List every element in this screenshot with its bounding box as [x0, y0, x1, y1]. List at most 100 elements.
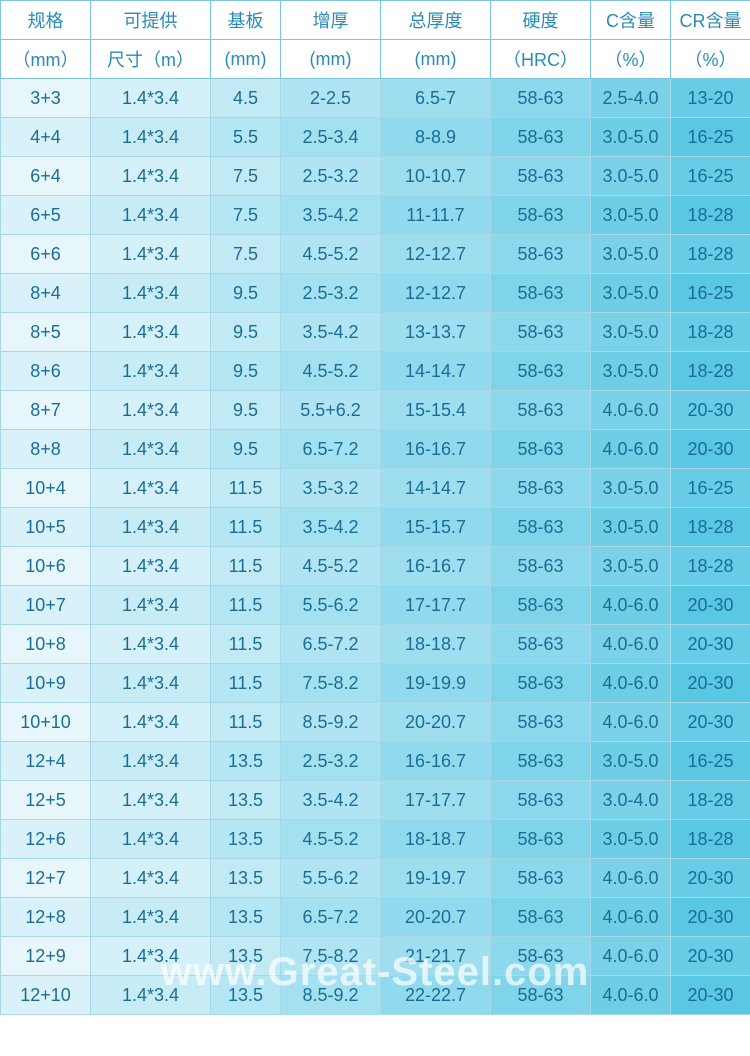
table-row: 12+61.4*3.413.54.5-5.218-18.758-633.0-5.… [1, 820, 750, 859]
table-cell: 58-63 [491, 781, 591, 820]
table-cell: 58-63 [491, 625, 591, 664]
table-row: 4+41.4*3.45.52.5-3.48-8.958-633.0-5.016-… [1, 118, 750, 157]
table-cell: 58-63 [491, 820, 591, 859]
table-cell: 4.0-6.0 [591, 859, 671, 898]
table-cell: 14-14.7 [381, 352, 491, 391]
table-cell: 58-63 [491, 976, 591, 1015]
table-row: 8+41.4*3.49.52.5-3.212-12.758-633.0-5.01… [1, 274, 750, 313]
table-cell: 1.4*3.4 [91, 391, 211, 430]
table-cell: 2.5-3.2 [281, 274, 381, 313]
table-cell: 4.5 [211, 79, 281, 118]
table-cell: 10+6 [1, 547, 91, 586]
table-cell: 3.0-5.0 [591, 157, 671, 196]
table-cell: 1.4*3.4 [91, 430, 211, 469]
table-row: 10+41.4*3.411.53.5-3.214-14.758-633.0-5.… [1, 469, 750, 508]
table-cell: 3.0-5.0 [591, 352, 671, 391]
header-unit-cell: (mm) [211, 40, 281, 79]
table-cell: 6+6 [1, 235, 91, 274]
table-cell: 7.5 [211, 157, 281, 196]
table-cell: 6+4 [1, 157, 91, 196]
table-cell: 5.5-6.2 [281, 859, 381, 898]
table-cell: 12-12.7 [381, 274, 491, 313]
table-cell: 1.4*3.4 [91, 586, 211, 625]
table-row: 8+81.4*3.49.56.5-7.216-16.758-634.0-6.02… [1, 430, 750, 469]
table-row: 10+81.4*3.411.56.5-7.218-18.758-634.0-6.… [1, 625, 750, 664]
table-cell: 12+10 [1, 976, 91, 1015]
table-cell: 20-30 [671, 703, 750, 742]
table-cell: 9.5 [211, 352, 281, 391]
table-cell: 18-28 [671, 196, 750, 235]
table-cell: 11.5 [211, 547, 281, 586]
table-cell: 6+5 [1, 196, 91, 235]
table-cell: 4.0-6.0 [591, 430, 671, 469]
table-cell: 3.0-5.0 [591, 742, 671, 781]
table-cell: 2-2.5 [281, 79, 381, 118]
table-cell: 12+8 [1, 898, 91, 937]
table-cell: 3.0-5.0 [591, 313, 671, 352]
table-cell: 18-28 [671, 547, 750, 586]
table-cell: 17-17.7 [381, 781, 491, 820]
table-cell: 4.0-6.0 [591, 898, 671, 937]
table-cell: 1.4*3.4 [91, 859, 211, 898]
table-row: 8+61.4*3.49.54.5-5.214-14.758-633.0-5.01… [1, 352, 750, 391]
header-cell: 总厚度 [381, 1, 491, 40]
table-cell: 7.5 [211, 196, 281, 235]
table-cell: 9.5 [211, 274, 281, 313]
table-cell: 20-20.7 [381, 703, 491, 742]
table-cell: 5.5+6.2 [281, 391, 381, 430]
table-cell: 14-14.7 [381, 469, 491, 508]
table-row: 12+81.4*3.413.56.5-7.220-20.758-634.0-6.… [1, 898, 750, 937]
table-cell: 58-63 [491, 157, 591, 196]
table-cell: 1.4*3.4 [91, 781, 211, 820]
table-cell: 8+6 [1, 352, 91, 391]
table-cell: 58-63 [491, 937, 591, 976]
table-cell: 1.4*3.4 [91, 547, 211, 586]
table-cell: 12+7 [1, 859, 91, 898]
table-cell: 3.0-5.0 [591, 820, 671, 859]
table-cell: 58-63 [491, 79, 591, 118]
table-cell: 16-16.7 [381, 742, 491, 781]
table-cell: 6.5-7 [381, 79, 491, 118]
table-cell: 11.5 [211, 664, 281, 703]
header-unit-cell: （%） [591, 40, 671, 79]
table-cell: 18-18.7 [381, 820, 491, 859]
table-cell: 18-28 [671, 313, 750, 352]
table-cell: 16-16.7 [381, 547, 491, 586]
table-cell: 18-28 [671, 508, 750, 547]
table-cell: 3.5-3.2 [281, 469, 381, 508]
table-cell: 1.4*3.4 [91, 235, 211, 274]
header-unit-cell: (mm) [381, 40, 491, 79]
table-cell: 1.4*3.4 [91, 976, 211, 1015]
table-cell: 3.0-4.0 [591, 781, 671, 820]
table-cell: 58-63 [491, 430, 591, 469]
table-cell: 58-63 [491, 898, 591, 937]
table-cell: 7.5 [211, 235, 281, 274]
table-cell: 8+7 [1, 391, 91, 430]
table-cell: 1.4*3.4 [91, 196, 211, 235]
table-cell: 1.4*3.4 [91, 274, 211, 313]
table-cell: 8.5-9.2 [281, 976, 381, 1015]
table-cell: 1.4*3.4 [91, 625, 211, 664]
header-row-1: 规格可提供基板增厚总厚度硬度C含量CR含量 [1, 1, 750, 40]
table-cell: 58-63 [491, 508, 591, 547]
table-cell: 58-63 [491, 703, 591, 742]
table-cell: 16-16.7 [381, 430, 491, 469]
table-cell: 3.0-5.0 [591, 547, 671, 586]
header-unit-cell: （HRC） [491, 40, 591, 79]
table-body: 3+31.4*3.44.52-2.56.5-758-632.5-4.013-20… [1, 79, 750, 1015]
table-cell: 13.5 [211, 976, 281, 1015]
table-cell: 1.4*3.4 [91, 703, 211, 742]
table-cell: 3+3 [1, 79, 91, 118]
table-cell: 58-63 [491, 742, 591, 781]
table-cell: 4.0-6.0 [591, 937, 671, 976]
table-cell: 10+8 [1, 625, 91, 664]
table-cell: 11.5 [211, 703, 281, 742]
table-cell: 4+4 [1, 118, 91, 157]
table-cell: 8.5-9.2 [281, 703, 381, 742]
table-cell: 12+6 [1, 820, 91, 859]
table-cell: 10-10.7 [381, 157, 491, 196]
table-cell: 16-25 [671, 469, 750, 508]
table-cell: 20-30 [671, 586, 750, 625]
table-cell: 1.4*3.4 [91, 937, 211, 976]
table-cell: 16-25 [671, 742, 750, 781]
